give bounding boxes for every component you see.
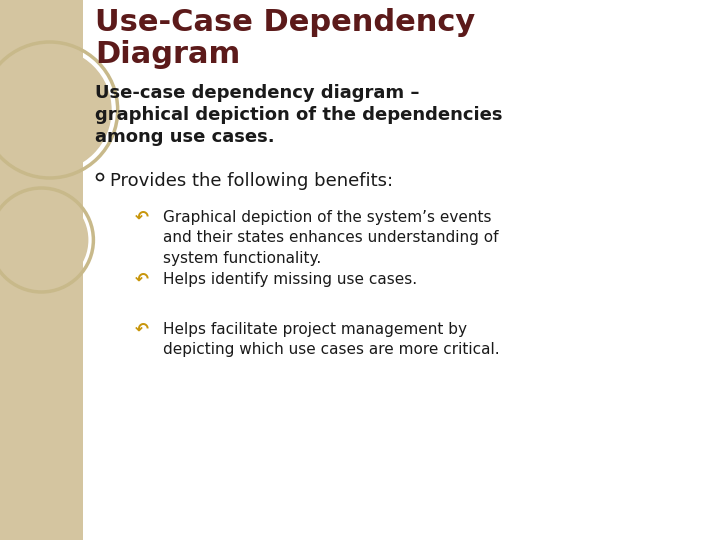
Text: ↶: ↶	[135, 321, 149, 339]
Text: Helps facilitate project management by
depicting which use cases are more critic: Helps facilitate project management by d…	[163, 322, 500, 357]
Circle shape	[0, 48, 112, 172]
Text: graphical depiction of the dependencies: graphical depiction of the dependencies	[95, 106, 503, 124]
Text: among use cases.: among use cases.	[95, 128, 274, 146]
Circle shape	[0, 193, 89, 287]
Text: Helps identify missing use cases.: Helps identify missing use cases.	[163, 272, 417, 287]
Text: ↶: ↶	[135, 271, 149, 289]
Text: Graphical depiction of the system’s events
and their states enhances understandi: Graphical depiction of the system’s even…	[163, 210, 498, 266]
Text: Use-Case Dependency: Use-Case Dependency	[95, 8, 475, 37]
Text: Use-case dependency diagram –: Use-case dependency diagram –	[95, 84, 420, 102]
Text: ↶: ↶	[135, 209, 149, 227]
FancyBboxPatch shape	[0, 0, 83, 540]
Text: Diagram: Diagram	[95, 40, 240, 69]
Text: Provides the following benefits:: Provides the following benefits:	[110, 172, 393, 190]
